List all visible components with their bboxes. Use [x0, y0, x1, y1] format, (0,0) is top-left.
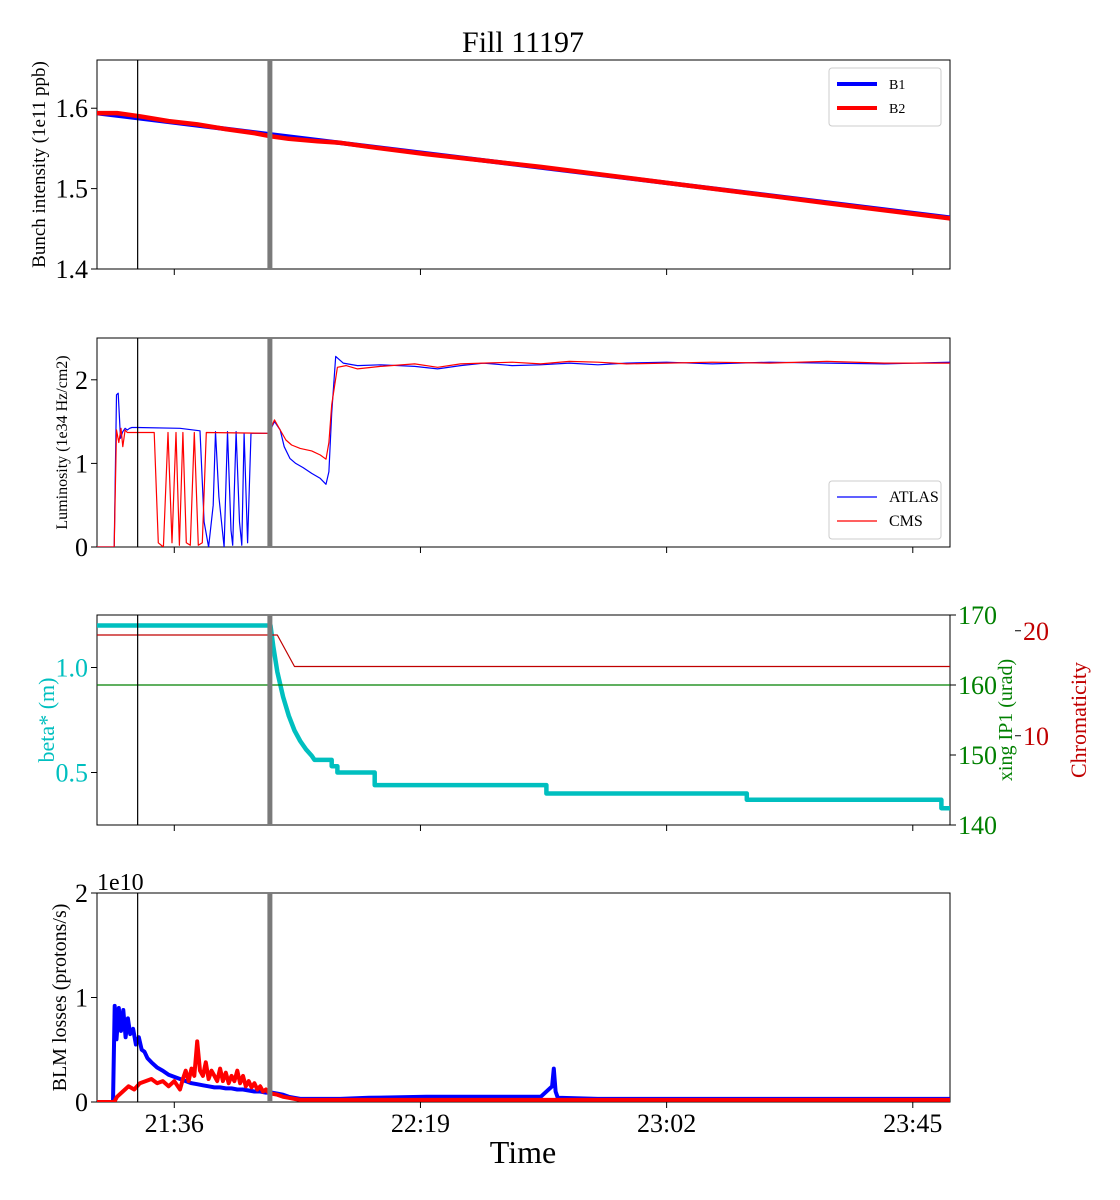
losses-offset-label: 1e10 [97, 870, 144, 896]
x-tick-label: 21:36 [145, 1109, 204, 1138]
intensity-plot-area [96, 59, 951, 270]
plot-group-losses: 0 1 2 21:36 22:19 23:02 23:45 [75, 879, 950, 1138]
series-luminosity-atlas [97, 355, 950, 547]
y-tick-label-intensity: 1.6 [56, 94, 89, 123]
y-right-tick-label: 140 [958, 811, 997, 840]
losses-panel: 1e10 BLM losses (protons/s) [49, 870, 951, 1103]
y-tick-label-luminosity: 2 [75, 366, 88, 395]
y-tick-label-losses: 2 [75, 879, 88, 908]
intensity-panel: Bunch intensity (1e11 ppb) [29, 59, 951, 270]
legend-intensity: B1 B2 [828, 67, 942, 127]
y-tick-label-intensity: 1.4 [56, 255, 89, 284]
series-optics-chromaticity [97, 634, 950, 668]
luminosity-panel: Luminosity (1e34 Hz/cm2) [54, 337, 951, 548]
chromaticity-y-label: Chromaticity [1066, 662, 1091, 778]
y-right-tick-label: 160 [958, 671, 997, 700]
y-right2-tick-label: 20 [1023, 617, 1049, 646]
legend-entry: CMS [889, 513, 923, 530]
xing-y-label: xing IP1 (urad) [995, 659, 1017, 781]
legend-luminosity: ATLAS CMS [828, 480, 942, 540]
intensity-y-label: Bunch intensity (1e11 ppb) [29, 61, 50, 268]
x-axis-label: Time [490, 1134, 556, 1170]
y-tick-label-optics: 0.5 [56, 759, 89, 788]
series-luminosity-cms [97, 360, 950, 547]
series-optics-beta- [97, 623, 950, 811]
y-right-tick-label: 150 [958, 741, 997, 770]
legend-entry: B1 [889, 78, 905, 93]
series-intensity-b2 [97, 110, 950, 221]
luminosity-y-label: Luminosity (1e34 Hz/cm2) [54, 355, 71, 529]
y-right-tick-label: 170 [958, 601, 997, 630]
beta-y-label: beta* (m) [34, 678, 59, 763]
y-tick-label-luminosity: 1 [75, 449, 88, 478]
legend-entry: B2 [889, 102, 905, 117]
y-right2-tick-label: 10 [1023, 722, 1049, 751]
x-tick-label: 22:19 [391, 1109, 450, 1138]
series-losses-b1 [97, 1003, 950, 1102]
legend-box [828, 480, 942, 540]
plot-group-luminosity: 0 1 2 ATLAS CMS [75, 338, 950, 562]
y-tick-label-luminosity: 0 [75, 533, 88, 562]
plot-group-intensity: 1.4 1.5 1.6 B1 B2 [56, 60, 950, 284]
series-losses-b2 [97, 1039, 950, 1102]
y-tick-label-losses: 0 [75, 1088, 88, 1117]
optics-plot-area [96, 614, 951, 826]
y-tick-label-intensity: 1.5 [56, 175, 89, 204]
x-tick-label: 23:45 [883, 1109, 942, 1138]
luminosity-plot-area [96, 337, 951, 548]
optics-panel: beta* (m) xing IP1 (urad) Chromaticity [34, 614, 1091, 826]
y-tick-label-optics: 1.0 [56, 654, 89, 683]
plot-group-optics: 0.5 1.0 140 150 160 170 10 20 [56, 601, 1050, 840]
y-tick-label-losses: 1 [75, 984, 88, 1013]
legend-box [828, 67, 942, 127]
losses-y-label: BLM losses (protons/s) [49, 904, 71, 1092]
losses-plot-area [96, 892, 951, 1103]
figure-title: Fill 11197 [462, 26, 584, 59]
legend-entry: ATLAS [889, 489, 939, 506]
x-tick-label: 23:02 [637, 1109, 696, 1138]
